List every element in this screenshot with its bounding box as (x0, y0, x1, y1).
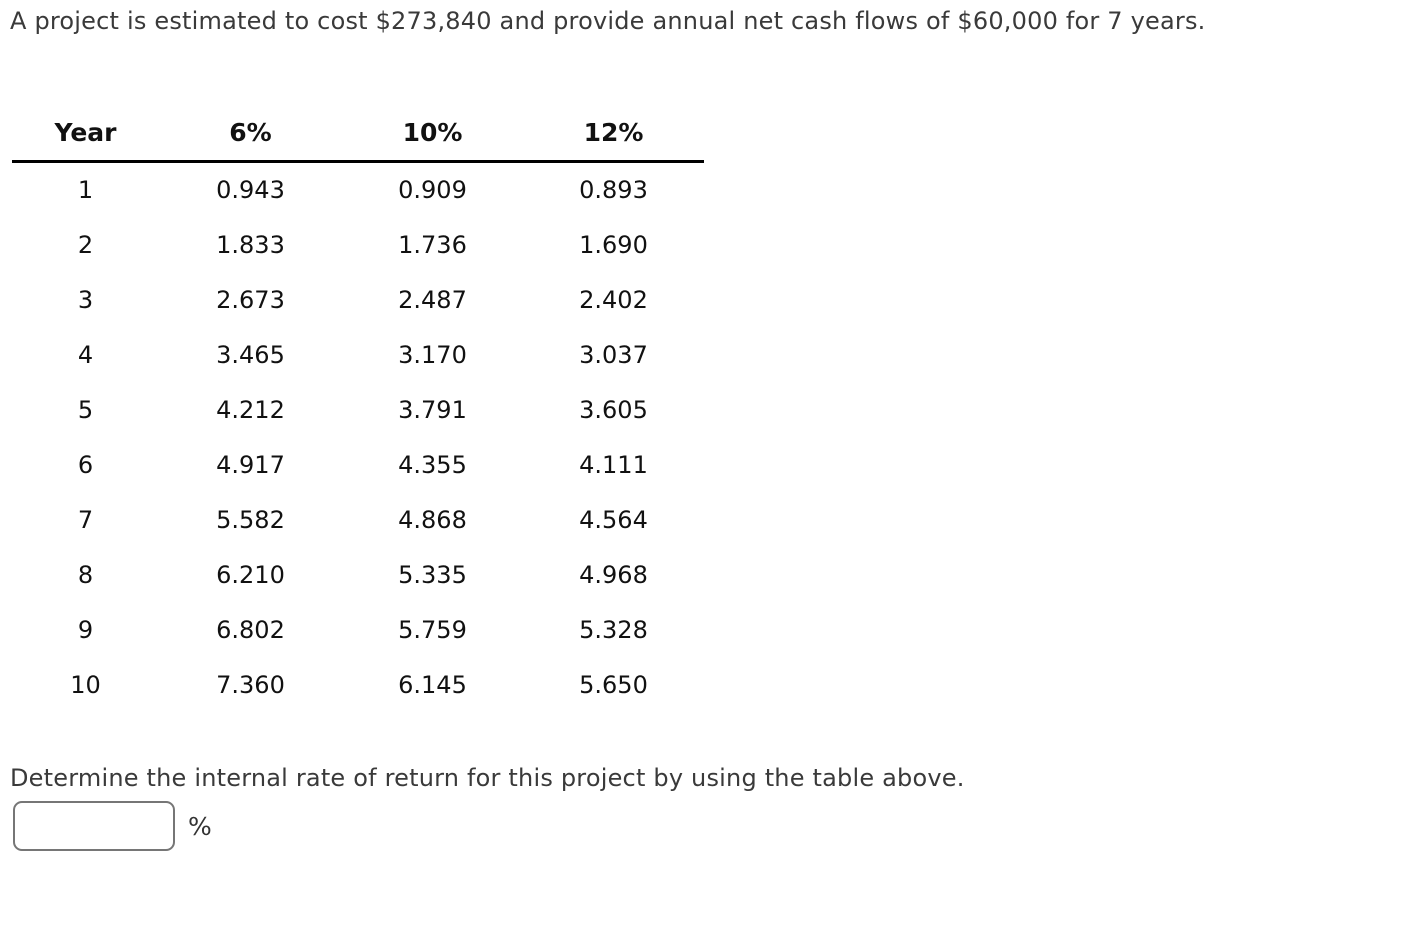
answer-input[interactable] (13, 801, 175, 851)
table-row: 4 3.465 3.170 3.037 (12, 328, 704, 383)
factor-cell-12pct: 3.037 (579, 341, 648, 369)
factor-cell-6pct: 3.465 (216, 341, 285, 369)
table-row: 6 4.917 4.355 4.111 (12, 438, 704, 493)
factor-cell-10pct: 2.487 (398, 286, 467, 314)
year-cell: 5 (77, 396, 94, 424)
factor-cell-10pct: 3.170 (398, 341, 467, 369)
table-row: 8 6.210 5.335 4.968 (12, 548, 704, 603)
factor-cell-6pct: 6.210 (216, 561, 285, 589)
answer-row: % (13, 801, 1416, 851)
factor-cell-10pct: 6.145 (398, 671, 467, 699)
year-cell: 3 (77, 286, 94, 314)
table-row: 7 5.582 4.868 4.564 (12, 493, 704, 548)
year-cell: 7 (77, 506, 94, 534)
factor-cell-12pct: 3.605 (579, 396, 648, 424)
factor-cell-6pct: 6.802 (216, 616, 285, 644)
factor-cell-10pct: 1.736 (398, 231, 467, 259)
factor-cell-10pct: 5.759 (398, 616, 467, 644)
header-cell-year: Year (12, 118, 159, 163)
factor-cell-10pct: 4.355 (398, 451, 467, 479)
factor-cell-10pct: 3.791 (398, 396, 467, 424)
header-cell-6pct: 6% (159, 118, 342, 163)
table-row: 9 6.802 5.759 5.328 (12, 603, 704, 658)
factor-cell-12pct: 0.893 (579, 176, 648, 204)
question-intro: A project is estimated to cost $273,840 … (10, 7, 1206, 35)
factor-cell-6pct: 7.360 (216, 671, 285, 699)
year-cell: 9 (77, 616, 94, 644)
year-cell: 10 (70, 671, 101, 699)
factor-cell-12pct: 5.328 (579, 616, 648, 644)
factor-cell-10pct: 5.335 (398, 561, 467, 589)
year-cell: 2 (77, 231, 94, 259)
year-cell: 4 (77, 341, 94, 369)
factor-cell-12pct: 1.690 (579, 231, 648, 259)
pv-annuity-table: Year 6% 10% 12% 1 0.943 0.909 0.893 2 1.… (12, 118, 704, 713)
factor-cell-12pct: 4.968 (579, 561, 648, 589)
factor-cell-10pct: 4.868 (398, 506, 467, 534)
factor-cell-6pct: 1.833 (216, 231, 285, 259)
table-header-row: Year 6% 10% 12% (12, 118, 704, 163)
factor-cell-12pct: 2.402 (579, 286, 648, 314)
factor-cell-10pct: 0.909 (398, 176, 467, 204)
factor-cell-12pct: 5.650 (579, 671, 648, 699)
factor-cell-6pct: 4.212 (216, 396, 285, 424)
percent-sign-label: % (188, 811, 212, 841)
factor-cell-12pct: 4.111 (579, 451, 648, 479)
table-row: 10 7.360 6.145 5.650 (12, 658, 704, 713)
header-cell-12pct: 12% (523, 118, 704, 163)
year-cell: 8 (77, 561, 94, 589)
factor-cell-6pct: 2.673 (216, 286, 285, 314)
year-cell: 6 (77, 451, 94, 479)
question-prompt: Determine the internal rate of return fo… (10, 764, 965, 792)
factor-cell-6pct: 0.943 (216, 176, 285, 204)
header-cell-10pct: 10% (342, 118, 523, 163)
table-row: 5 4.212 3.791 3.605 (12, 383, 704, 438)
factor-cell-6pct: 4.917 (216, 451, 285, 479)
question-page: A project is estimated to cost $273,840 … (10, 7, 1416, 851)
table-row: 1 0.943 0.909 0.893 (12, 162, 704, 219)
factor-cell-6pct: 5.582 (216, 506, 285, 534)
table-row: 3 2.673 2.487 2.402 (12, 273, 704, 328)
table-row: 2 1.833 1.736 1.690 (12, 218, 704, 273)
factor-cell-12pct: 4.564 (579, 506, 648, 534)
year-cell: 1 (77, 176, 94, 204)
